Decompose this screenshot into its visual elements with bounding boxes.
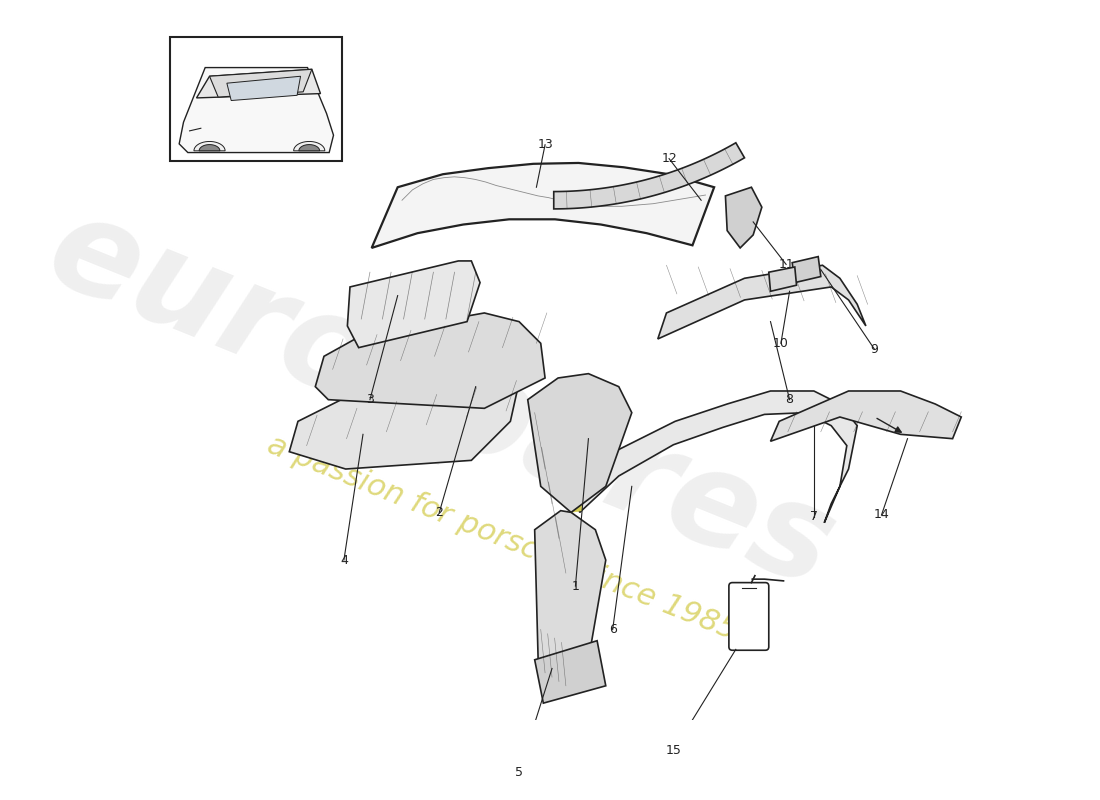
Text: 12: 12	[661, 152, 676, 165]
FancyBboxPatch shape	[170, 38, 342, 162]
Text: 1: 1	[572, 579, 580, 593]
Text: a passion for porsche since 1985: a passion for porsche since 1985	[263, 430, 740, 646]
FancyBboxPatch shape	[729, 582, 769, 650]
Polygon shape	[792, 257, 821, 282]
Text: 6: 6	[608, 623, 617, 636]
Polygon shape	[194, 142, 226, 151]
Polygon shape	[348, 261, 480, 348]
Text: 13: 13	[537, 138, 553, 151]
Polygon shape	[528, 374, 631, 512]
Polygon shape	[535, 510, 606, 682]
Text: 14: 14	[873, 509, 890, 522]
Text: 3: 3	[366, 393, 374, 406]
Polygon shape	[299, 145, 320, 151]
Polygon shape	[199, 145, 220, 151]
Polygon shape	[769, 267, 796, 291]
Polygon shape	[197, 70, 320, 98]
Text: 9: 9	[870, 343, 879, 356]
Text: eurospares: eurospares	[31, 185, 851, 615]
Text: 11: 11	[778, 258, 794, 271]
Polygon shape	[316, 313, 546, 408]
Text: 8: 8	[785, 393, 793, 406]
Polygon shape	[725, 187, 762, 248]
Text: 2: 2	[436, 506, 443, 519]
Polygon shape	[770, 391, 961, 442]
Polygon shape	[294, 142, 324, 151]
Text: 10: 10	[773, 337, 789, 350]
Text: 4: 4	[340, 554, 348, 566]
Polygon shape	[658, 266, 866, 339]
Polygon shape	[372, 163, 714, 248]
Polygon shape	[571, 391, 857, 522]
Polygon shape	[209, 70, 311, 97]
Text: 15: 15	[666, 744, 681, 758]
Polygon shape	[571, 485, 582, 512]
Polygon shape	[179, 67, 333, 153]
Text: 5: 5	[515, 766, 524, 779]
Polygon shape	[289, 370, 519, 469]
Polygon shape	[227, 76, 300, 101]
Text: 7: 7	[810, 510, 818, 523]
Polygon shape	[535, 641, 606, 703]
Polygon shape	[553, 142, 745, 209]
